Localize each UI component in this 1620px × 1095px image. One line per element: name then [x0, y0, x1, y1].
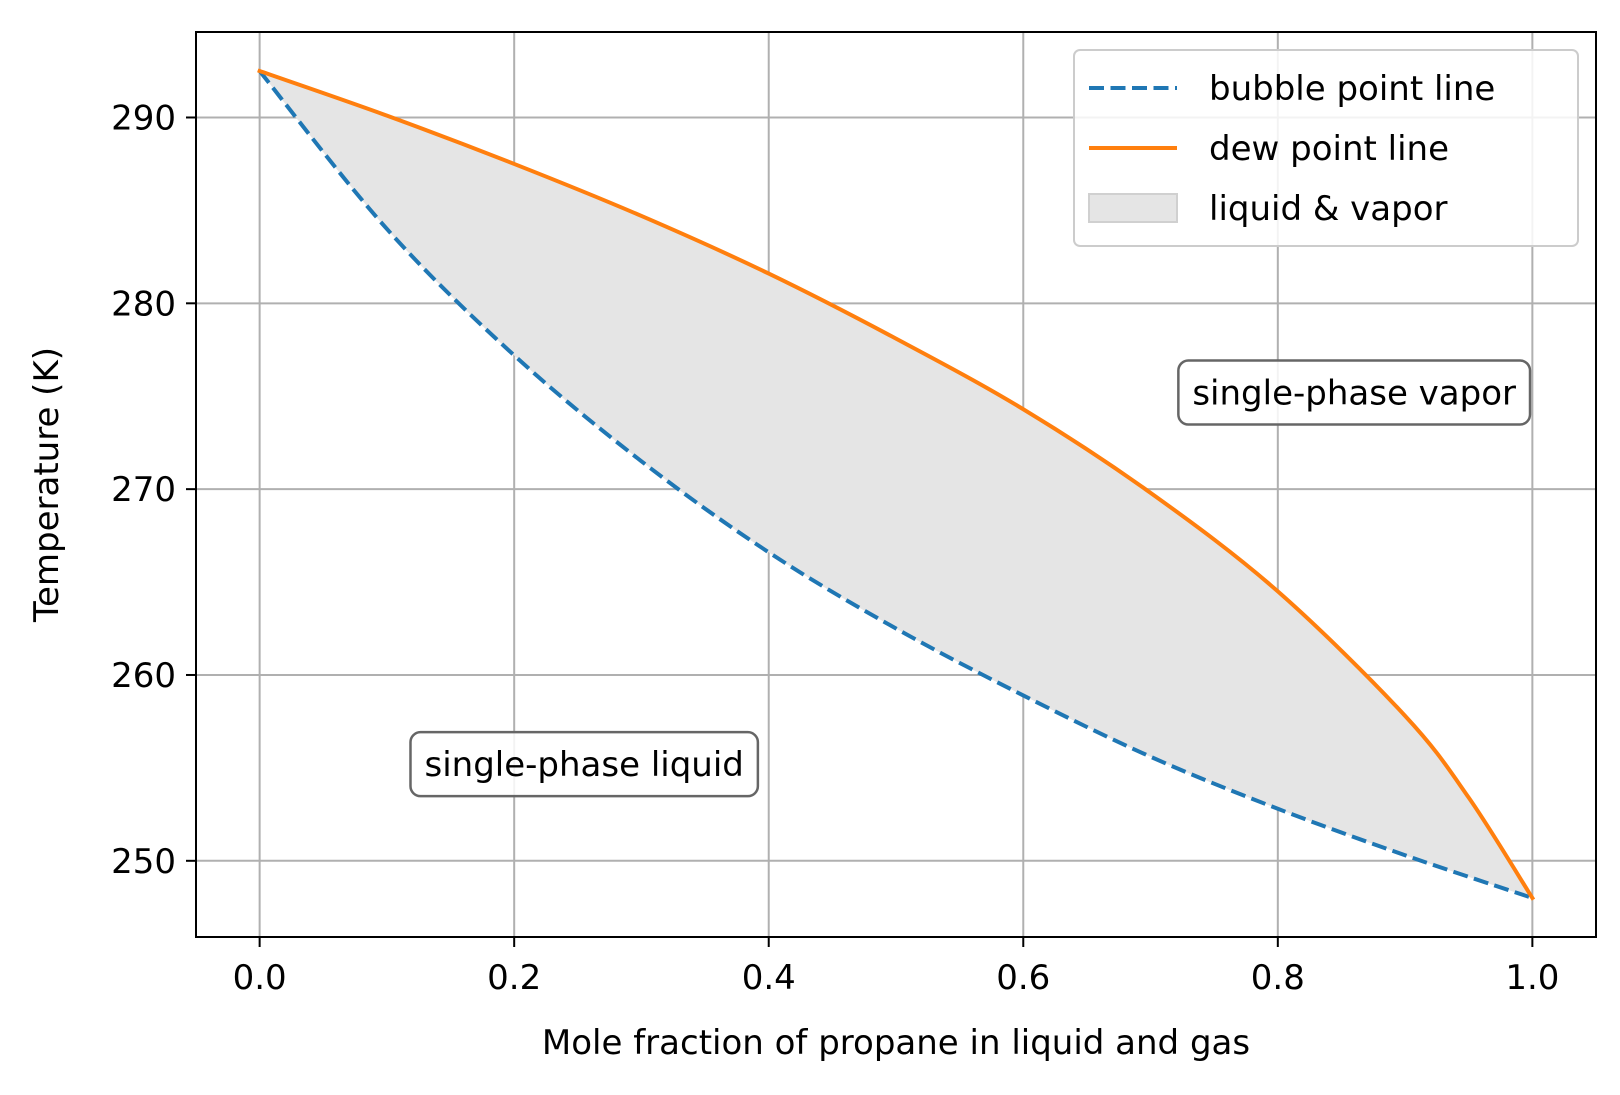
bubble-point-line-series: [258, 69, 1533, 900]
annotation: single-phase liquid: [409, 730, 760, 798]
two-phase-region-fill: [259, 71, 1533, 898]
dew-point-line-series: [257, 68, 1536, 901]
annotation: single-phase vapor: [1177, 359, 1532, 426]
axes-frame: [195, 31, 1597, 938]
legend: bubble point line dew point line liquid & …: [1073, 49, 1579, 247]
y-tick-label: 290: [111, 98, 176, 138]
y-axis-label: Temperature (K): [27, 347, 67, 623]
annotation-box: [409, 730, 760, 798]
legend-label: liquid & vapor: [1209, 189, 1448, 229]
x-tick-label: 0.2: [487, 958, 541, 998]
annotation-label: single-phase liquid: [424, 745, 743, 785]
y-tick-label: 250: [111, 842, 176, 882]
x-axis-label: Mole fraction of propane in liquid and g…: [542, 1023, 1250, 1063]
legend-label: dew point line: [1209, 129, 1449, 169]
legend-frame: [1073, 49, 1579, 247]
x-tick-label: 0.6: [996, 958, 1050, 998]
x-tick-label: 0.0: [233, 958, 287, 998]
annotation-box: [1177, 359, 1532, 426]
x-tick-label: 0.8: [1251, 958, 1305, 998]
x-tick-label: 1.0: [1505, 958, 1559, 998]
legend-fill-swatch: [1088, 193, 1178, 223]
legend-label: bubble point line: [1209, 69, 1495, 109]
annotation-label: single-phase vapor: [1192, 374, 1516, 414]
y-tick-label: 270: [111, 470, 176, 510]
x-tick-label: 0.4: [742, 958, 796, 998]
y-tick-label: 280: [111, 284, 176, 324]
y-tick-label: 260: [111, 656, 176, 696]
